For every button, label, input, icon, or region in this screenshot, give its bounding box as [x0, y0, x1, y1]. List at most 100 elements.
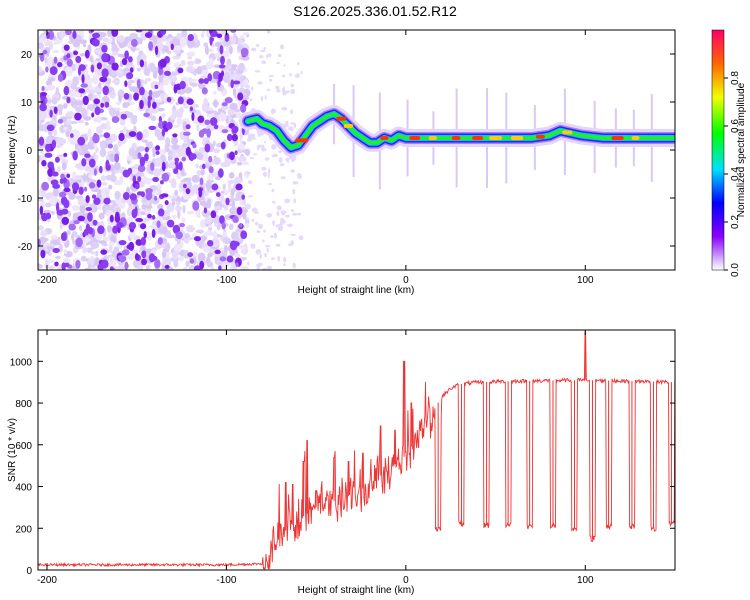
noise-blob [264, 94, 267, 100]
noise-blob-strong [232, 80, 241, 85]
noise-blob-strong [220, 141, 226, 150]
noise-blob-strong [99, 76, 108, 83]
noise-blob [76, 30, 83, 34]
noise-blob [172, 55, 181, 60]
noise-blob [119, 119, 126, 126]
noise-blob [161, 238, 167, 244]
noise-blob [276, 88, 281, 93]
noise-blob-strong [158, 208, 165, 217]
noise-blob [117, 53, 125, 58]
noise-blob [156, 107, 165, 112]
noise-blob [230, 70, 235, 75]
noise-blob-strong [134, 183, 140, 190]
noise-blob [165, 160, 169, 170]
noise-blob-strong [201, 87, 208, 95]
noise-blob-strong [219, 45, 224, 55]
noise-blob-strong [204, 143, 211, 153]
noise-blob-strong [218, 265, 222, 270]
noise-blob [249, 157, 255, 160]
noise-blob [291, 209, 294, 213]
noise-blob [281, 212, 286, 216]
noise-blob [195, 229, 205, 234]
noise-blob [87, 93, 94, 101]
snr-panel: -200 -100 0 100 0 200 400 600 800 1000 Height of… [7, 329, 676, 596]
noise-blob [256, 230, 261, 233]
noise-blob [47, 77, 56, 82]
noise-blob [157, 90, 165, 94]
noise-blob [262, 61, 267, 64]
noise-blob [102, 37, 110, 43]
noise-blob [82, 245, 87, 254]
noise-blob [278, 150, 283, 153]
noise-blob [271, 257, 275, 261]
noise-blob [79, 204, 86, 214]
noise-blob [266, 54, 269, 59]
noise-blob-strong [41, 181, 50, 191]
noise-blob-strong [143, 230, 147, 239]
noise-blob [188, 78, 197, 83]
noise-blob [247, 195, 254, 198]
noise-blob-strong [45, 212, 52, 220]
noise-blob [99, 143, 107, 149]
noise-blob [77, 100, 84, 106]
noise-blob [278, 157, 283, 163]
noise-blob [198, 146, 206, 154]
noise-blob-strong [161, 128, 166, 137]
noise-blob [170, 179, 177, 189]
noise-blob-strong [53, 56, 58, 64]
noise-blob-strong [137, 152, 142, 159]
noise-blob-strong [152, 101, 157, 110]
noise-blob [185, 260, 190, 267]
noise-blob-strong [88, 158, 96, 168]
noise-blob-strong [118, 239, 127, 246]
noise-blob [78, 224, 83, 232]
noise-blob [45, 46, 50, 51]
noise-blob [87, 128, 92, 138]
noise-blob [290, 240, 294, 246]
noise-blob [290, 83, 295, 88]
noise-blob [242, 212, 247, 220]
ridge-hotspot [380, 136, 389, 140]
noise-blob-strong [42, 49, 48, 55]
noise-blob-strong [100, 249, 108, 255]
noise-blob-strong [93, 98, 100, 105]
noise-blob-strong [111, 116, 120, 124]
noise-blob [186, 211, 195, 215]
noise-blob [177, 209, 181, 220]
noise-blob [179, 37, 187, 47]
noise-blob [285, 120, 289, 127]
noise-blob [176, 173, 182, 180]
noise-blob-strong [221, 129, 229, 134]
noise-blob [290, 109, 294, 115]
noise-blob-strong [226, 133, 233, 142]
noise-blob-strong [118, 255, 127, 263]
noise-blob-strong [237, 92, 244, 101]
noise-blob-strong [207, 239, 214, 247]
spectrogram-y-axis: -20 -10 0 10 20 [18, 50, 675, 253]
noise-blob [277, 223, 281, 227]
noise-blob [211, 237, 220, 248]
noise-blob [298, 235, 304, 241]
noise-blob [63, 126, 68, 131]
noise-blob [247, 180, 253, 185]
noise-blob-strong [155, 145, 161, 151]
noise-blob [222, 183, 226, 191]
noise-blob-strong [128, 221, 137, 230]
noise-blob-strong [71, 182, 80, 191]
noise-blob-strong [137, 176, 142, 183]
noise-blob [191, 174, 200, 183]
noise-blob [178, 256, 185, 262]
noise-blob [293, 197, 297, 204]
noise-blob [245, 222, 250, 228]
noise-blob [154, 157, 163, 168]
x-tick-label: -200 [37, 575, 57, 586]
noise-blob-strong [75, 259, 81, 269]
noise-blob [212, 100, 219, 107]
noise-blob [206, 198, 212, 209]
noise-blob-strong [175, 231, 183, 240]
noise-blob [127, 80, 132, 89]
noise-blob [200, 169, 205, 176]
noise-blob-strong [101, 53, 109, 63]
noise-blob-strong [45, 143, 51, 153]
noise-blob-strong [214, 249, 221, 255]
